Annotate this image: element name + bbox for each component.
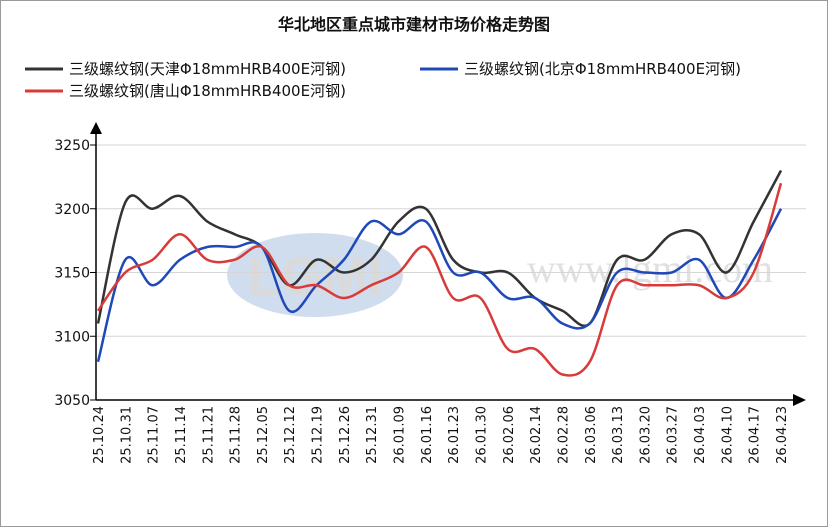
y-tick-label: 3050: [54, 393, 90, 409]
x-tick-label: 26.04.23: [775, 406, 790, 464]
x-tick-label: 26.04.17: [748, 406, 763, 464]
x-tick-label: 26.01.30: [474, 406, 489, 464]
y-tick-label: 3150: [54, 266, 90, 282]
x-tick-label: 26.04.10: [720, 406, 735, 464]
series-line-1: [96, 208, 783, 363]
x-tick-label: 26.01.16: [420, 406, 435, 464]
x-tick-label: 25.12.19: [311, 406, 326, 464]
chart-title: 华北地区重点城市建材市场价格走势图: [278, 15, 550, 34]
legend: 三级螺纹钢(天津Φ18mmHRB400E河钢) 三级螺纹钢(北京Φ18mmHRB4…: [25, 60, 741, 100]
x-tick-label: 26.03.27: [666, 406, 681, 464]
x-tick-label: 25.11.07: [147, 406, 162, 464]
x-tick-label: 25.10.24: [92, 406, 107, 464]
x-tick-label: 26.03.13: [611, 406, 626, 464]
legend-label: 三级螺纹钢(天津Φ18mmHRB400E河钢): [69, 60, 346, 78]
y-tick-label: 3100: [54, 329, 90, 345]
x-tick-label: 26.03.20: [638, 406, 653, 464]
series-line-0: [96, 169, 783, 327]
x-tick-label: 25.12.26: [338, 406, 353, 464]
x-tick-label: 26.03.06: [584, 406, 599, 464]
x-tick-label: 26.02.14: [529, 406, 544, 464]
x-tick-label: 25.12.05: [256, 406, 271, 464]
x-tick-label: 25.11.14: [174, 406, 189, 464]
x-tick-label: 25.11.28: [229, 406, 244, 464]
y-tick-label: 3250: [54, 138, 90, 154]
y-axis-arrow-icon: [90, 122, 102, 134]
x-tick-label: 26.02.06: [502, 406, 517, 464]
x-tick-label: 25.10.31: [119, 406, 134, 464]
x-tick-label: 26.02.28: [556, 406, 571, 464]
watermark: LGMI www.lgmi.com: [227, 233, 773, 317]
x-tick-label: 26.01.23: [447, 406, 462, 464]
x-tick-label: 25.12.31: [365, 406, 380, 464]
x-axis-arrow-icon: [793, 394, 806, 406]
x-tick-label: 26.04.03: [693, 406, 708, 464]
y-tick-label: 3200: [54, 202, 90, 218]
legend-label: 三级螺纹钢(北京Φ18mmHRB400E河钢): [464, 60, 741, 78]
x-tick-label: 25.12.12: [283, 406, 298, 464]
x-tick-label: 25.11.21: [201, 406, 216, 464]
x-tick-label: 26.01.09: [393, 406, 408, 464]
legend-label: 三级螺纹钢(唐山Φ18mmHRB400E河钢): [69, 82, 346, 100]
